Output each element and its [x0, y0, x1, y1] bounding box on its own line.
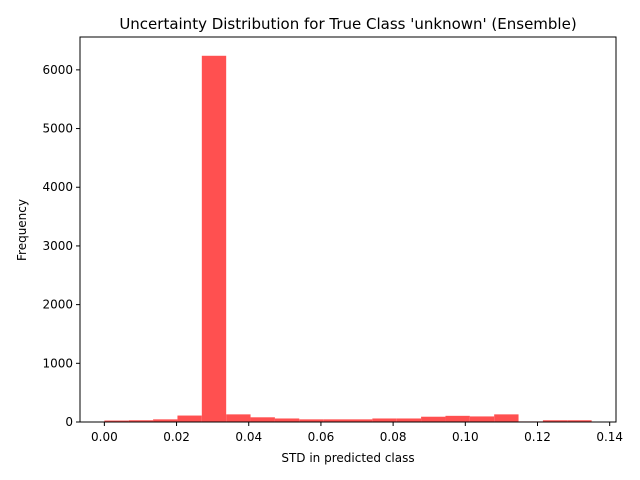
- histogram-bar-0: [104, 420, 129, 422]
- x-tick-label: 0.14: [596, 430, 623, 444]
- chart-title: Uncertainty Distribution for True Class …: [119, 15, 576, 33]
- x-tick-label: 0.02: [163, 430, 190, 444]
- histogram-bar-8: [299, 419, 324, 422]
- histogram-bar-4: [201, 55, 227, 422]
- y-tick-label: 1000: [42, 356, 73, 370]
- y-tick-label: 2000: [42, 298, 73, 312]
- histogram-bar-3: [177, 415, 202, 422]
- y-tick-label: 3000: [42, 239, 73, 253]
- x-tick-label: 0.04: [235, 430, 262, 444]
- histogram-bar-6: [250, 417, 275, 422]
- x-tick-label: 0.12: [524, 430, 551, 444]
- histogram-bar-10: [348, 419, 373, 422]
- histogram-bar-15: [469, 416, 495, 422]
- y-tick-label: 6000: [42, 63, 73, 77]
- histogram-bar-1: [128, 420, 154, 422]
- histogram-bar-13: [421, 416, 446, 422]
- histogram-bar-5: [226, 414, 251, 422]
- axes-frame: [79, 36, 617, 423]
- x-axis-ticks: 0.00 0.02 0.04 0.06 0.08 0.10 0.12 0.14: [91, 422, 623, 444]
- histogram-bar-12: [396, 418, 422, 422]
- histogram-bar-2: [153, 419, 178, 422]
- histogram-bar-7: [274, 418, 300, 422]
- histogram-bar-9: [323, 419, 348, 422]
- histogram-bar-18: [542, 420, 568, 422]
- x-tick-label: 0.06: [308, 430, 335, 444]
- y-tick-label: 0: [65, 415, 73, 429]
- histogram-bar-11: [372, 418, 397, 422]
- bars-group: [104, 55, 592, 422]
- x-axis-label: STD in predicted class: [281, 451, 414, 465]
- histogram-bar-16: [494, 414, 519, 422]
- y-axis-label: Frequency: [15, 199, 29, 261]
- y-axis-ticks: 0 1000 2000 3000 4000 5000 6000: [42, 63, 80, 429]
- x-tick-label: 0.08: [380, 430, 407, 444]
- histogram-bar-14: [445, 415, 470, 422]
- x-tick-label: 0.00: [91, 430, 118, 444]
- x-tick-label: 0.10: [452, 430, 479, 444]
- y-tick-label: 5000: [42, 122, 73, 136]
- y-tick-label: 4000: [42, 180, 73, 194]
- histogram-bar-19: [567, 420, 592, 422]
